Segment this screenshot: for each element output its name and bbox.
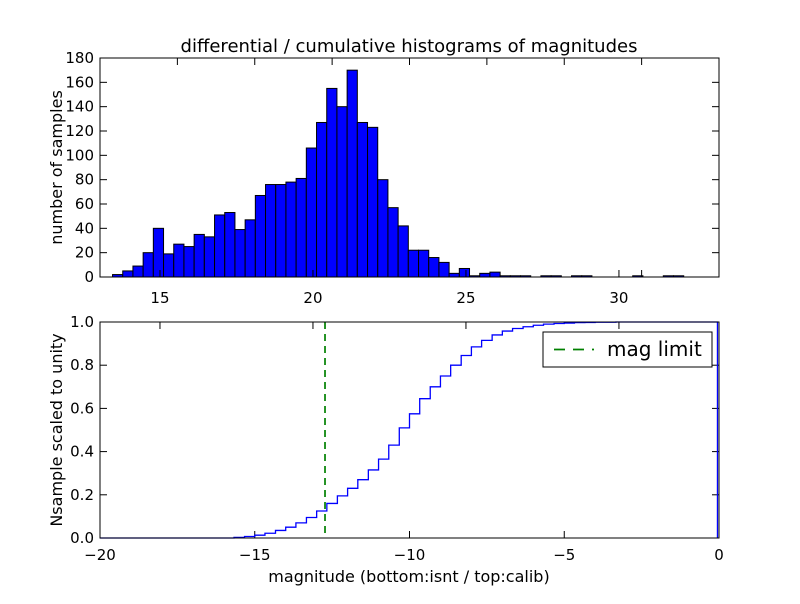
bottom-y-axis-label: Nsample scaled to unity: [47, 333, 66, 526]
histogram-bar: [408, 250, 418, 277]
two-panel-histogram-figure: 15 20 25 30 0 20 40 60 80 100 120 140 160 180 differe…: [0, 0, 800, 600]
histogram-bar: [153, 228, 163, 277]
tick-label: −20: [84, 546, 116, 564]
histogram-bar: [449, 273, 459, 277]
tick-label: 30: [609, 289, 628, 307]
x-axis-label: magnitude (bottom:isnt / top:calib): [268, 567, 549, 586]
histogram-bar: [490, 272, 500, 277]
histogram-bar: [235, 230, 245, 277]
histogram-bar: [194, 234, 204, 277]
tick-label: 0.8: [70, 356, 94, 374]
histogram-bar: [306, 148, 316, 277]
tick-label: 40: [75, 219, 94, 237]
histogram-bar: [143, 253, 153, 277]
plot-title: differential / cumulative histograms of …: [181, 36, 638, 57]
tick-label: 0: [714, 546, 724, 564]
tick-label: 140: [65, 98, 94, 116]
histogram-bar: [429, 258, 439, 277]
tick-label: 1.0: [70, 313, 94, 331]
tick-label: 25: [456, 289, 475, 307]
histogram-bar: [266, 185, 276, 277]
histogram-bar: [174, 244, 184, 277]
tick-label: 0.4: [70, 443, 94, 461]
histogram-bar: [317, 122, 327, 277]
tick-label: −10: [394, 546, 426, 564]
tick-label: 15: [150, 289, 169, 307]
top-y-axis-label: number of samples: [47, 90, 66, 245]
top-axes-tick-marks: [100, 58, 719, 277]
legend: mag limit: [543, 332, 712, 367]
legend-label: mag limit: [607, 337, 702, 361]
histogram-bar: [286, 182, 296, 277]
histogram-bar: [164, 254, 174, 277]
histogram-bar: [337, 107, 347, 277]
tick-label: 60: [75, 195, 94, 213]
histogram-bar: [327, 88, 337, 277]
histogram-bar: [480, 273, 490, 277]
histogram-bar: [388, 208, 398, 277]
histogram-bar: [225, 213, 235, 277]
histogram-bar: [245, 220, 255, 277]
histogram-bar: [459, 268, 469, 277]
tick-label: 0.6: [70, 399, 94, 417]
top-histogram-bars: [113, 70, 684, 277]
histogram-bar: [184, 247, 194, 277]
tick-label: 120: [65, 122, 94, 140]
histogram-bar: [255, 195, 265, 277]
tick-label: 20: [75, 244, 94, 262]
bottom-axes: −20 −15 −10 −5 0 0.0 0.2 0.4 0.6 0.8 1.0 Nsample s…: [47, 313, 724, 586]
tick-label: 0.0: [70, 529, 94, 547]
top-axes: 15 20 25 30 0 20 40 60 80 100 120 140 160 180 differe…: [47, 36, 719, 307]
tick-label: 100: [65, 146, 94, 164]
histogram-bar: [398, 226, 408, 277]
tick-label: 160: [65, 73, 94, 91]
tick-label: 0.2: [70, 486, 94, 504]
histogram-bar: [419, 250, 429, 277]
tick-label: 180: [65, 49, 94, 67]
histogram-bar: [439, 262, 449, 277]
tick-label: 80: [75, 171, 94, 189]
histogram-bar: [215, 215, 225, 277]
histogram-bar: [378, 180, 388, 277]
histogram-bar: [123, 271, 133, 277]
histogram-bar: [204, 237, 214, 277]
tick-label: −15: [239, 546, 271, 564]
histogram-bar: [357, 122, 367, 277]
tick-label: 0: [84, 268, 94, 286]
tick-label: 20: [303, 289, 322, 307]
top-axes-frame: [100, 58, 719, 277]
histogram-bar: [347, 70, 357, 277]
histogram-bar: [296, 178, 306, 277]
histogram-bar: [276, 185, 286, 277]
tick-label: −5: [553, 546, 575, 564]
histogram-bar: [368, 127, 378, 277]
figure: 15 20 25 30 0 20 40 60 80 100 120 140 160 180 differe…: [0, 0, 800, 600]
histogram-bar: [133, 266, 143, 277]
